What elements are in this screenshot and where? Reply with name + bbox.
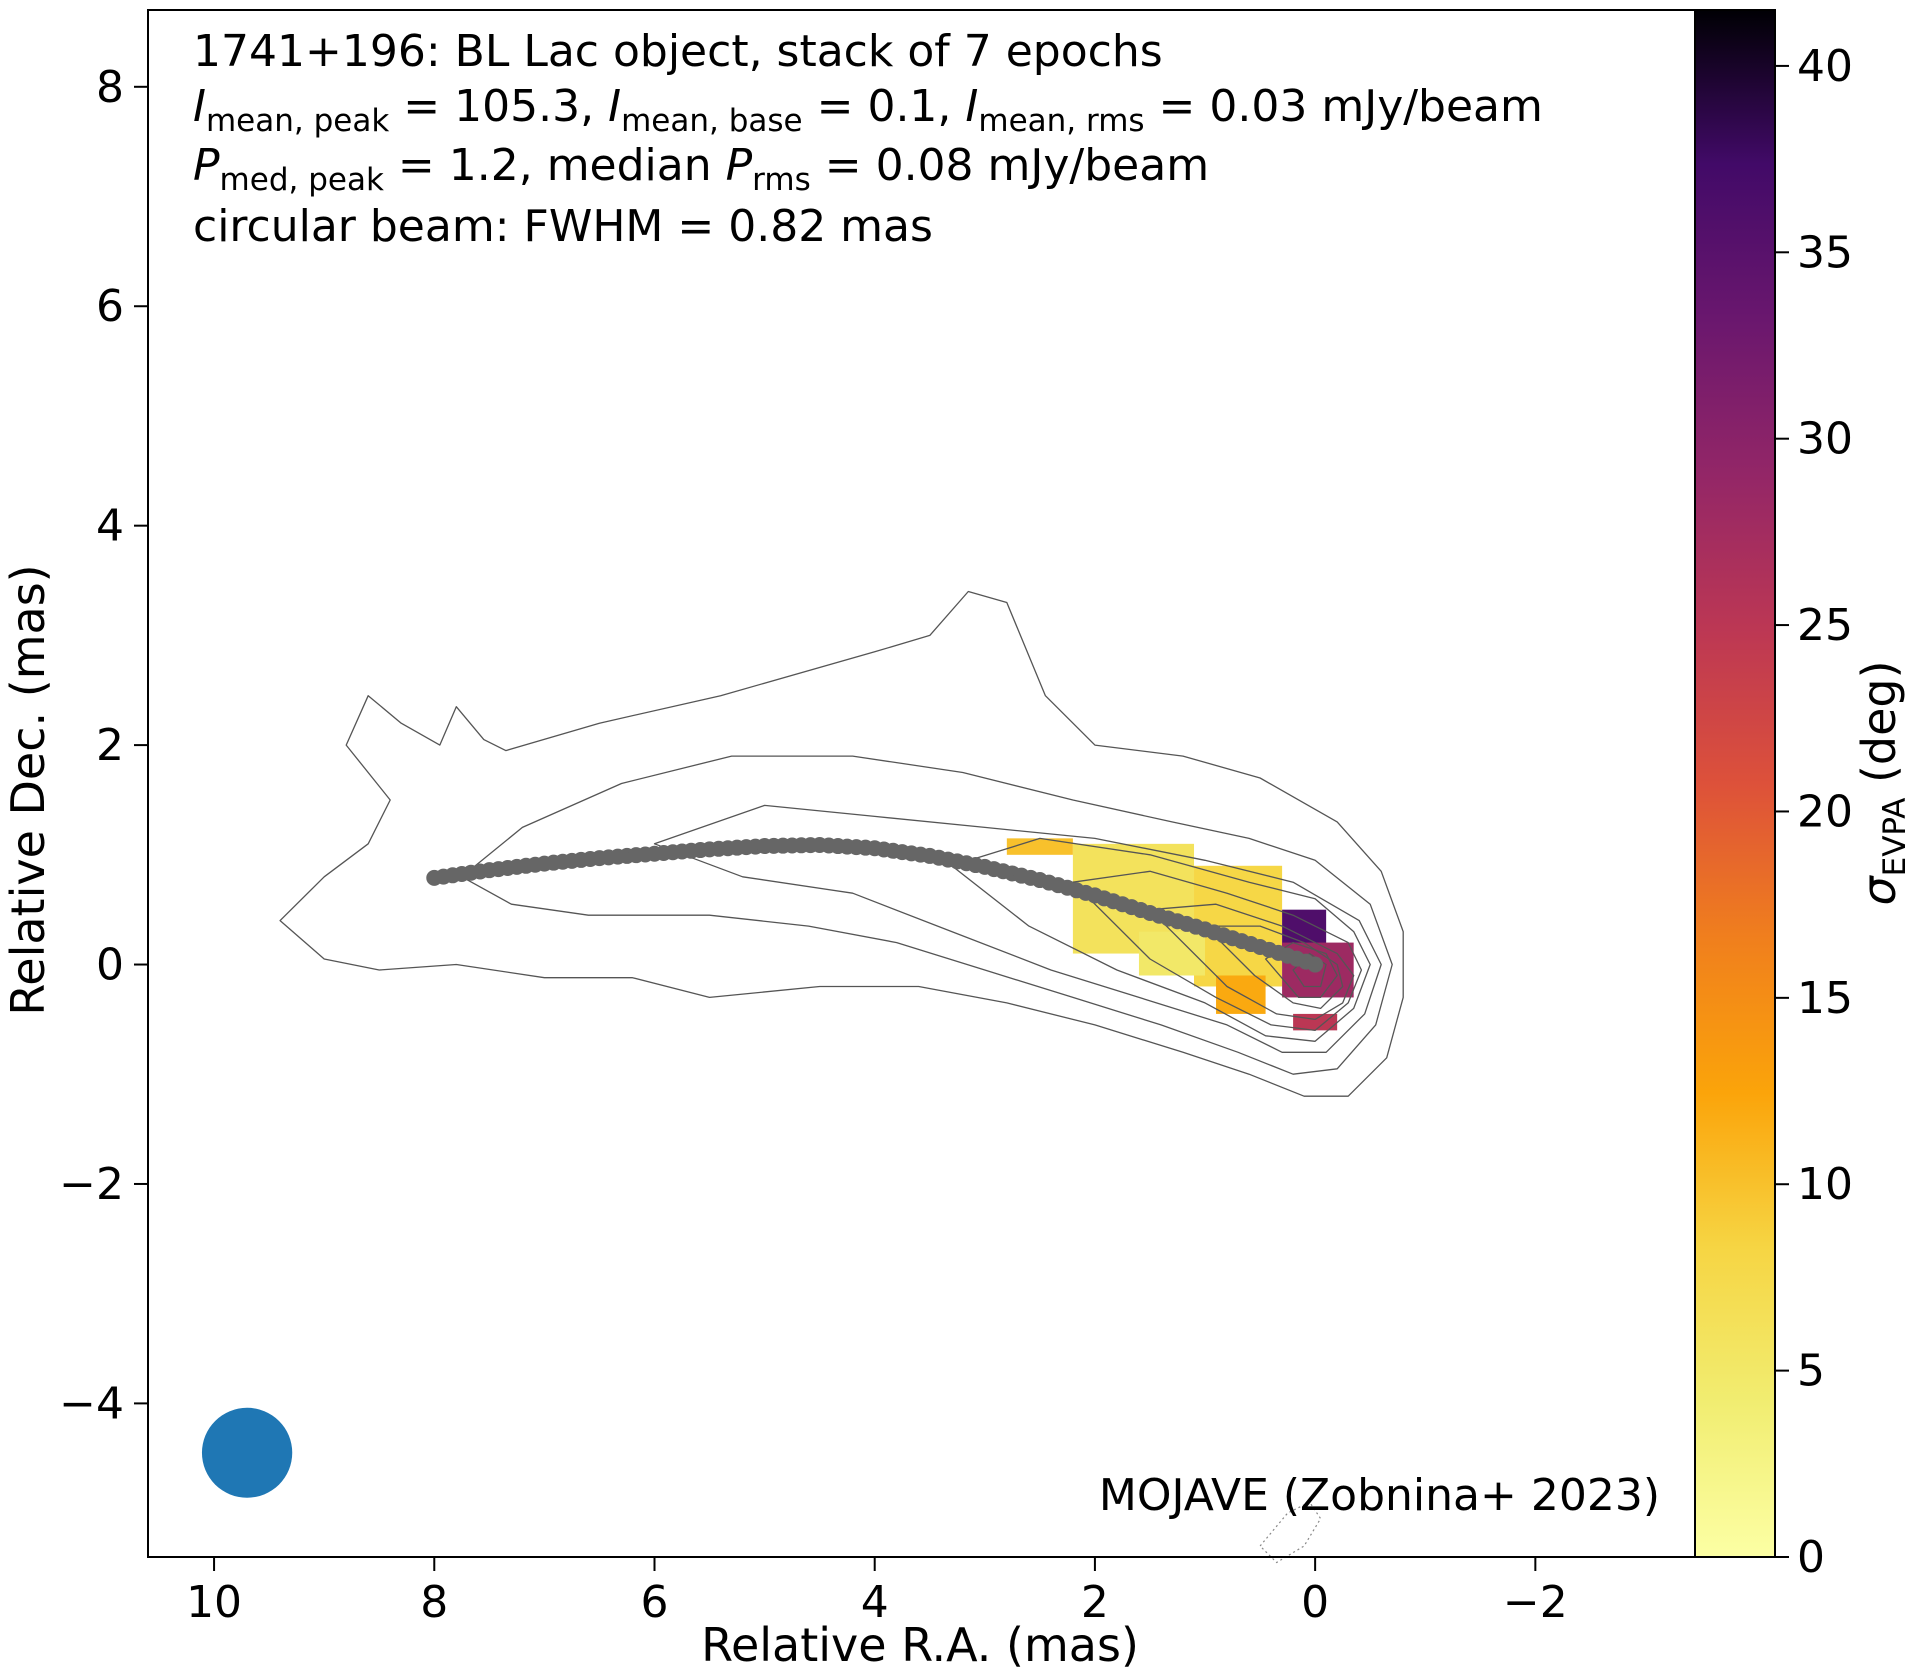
colorbar-tick-label: 10 (1797, 1159, 1853, 1210)
y-tick-label: 4 (96, 501, 124, 552)
intensity-contour (1149, 903, 1355, 1021)
colorbar-label: σEVPA (deg) (1852, 660, 1905, 905)
y-tick-label: −4 (59, 1378, 124, 1429)
colorbar-axis: 0 5 10 15 20 25 30 35 40 (1775, 41, 1853, 1583)
colorbar-tick-label: 25 (1797, 600, 1853, 651)
y-tick-label: −2 (59, 1159, 124, 1210)
x-tick-label: 2 (1081, 1577, 1109, 1628)
intensity-contour (1072, 870, 1363, 1032)
y-axis-label: Relative Dec. (mas) (1, 564, 55, 1015)
info-line-4: circular beam: FWHM = 0.82 mas (193, 201, 933, 252)
info-text-block: 1741+196: BL Lac object, stack of 7 epoc… (193, 26, 1543, 252)
colorbar-tick-label: 35 (1797, 227, 1853, 278)
y-tick-label: 6 (96, 281, 124, 332)
colorbar-tick-label: 40 (1797, 41, 1853, 92)
colorbar-tick-label: 0 (1797, 1532, 1825, 1583)
x-tick-label: 4 (861, 1577, 889, 1628)
y-axis: −4 −2 0 2 4 6 8 (59, 62, 148, 1429)
x-tick-label: 6 (640, 1577, 668, 1628)
intensity-contour (279, 590, 1404, 1097)
sigma-pixel-region (1006, 838, 1073, 855)
intensity-contour (461, 755, 1393, 1075)
colorbar-tick-label: 15 (1797, 973, 1853, 1024)
colorbar (1694, 9, 1776, 1558)
info-line-2: Imean, peak = 105.3, Imean, base = 0.1, … (193, 81, 1543, 139)
colorbar-tick-label: 5 (1797, 1346, 1825, 1397)
ridgeline-point (1307, 956, 1324, 973)
colorbar-tick-label: 30 (1797, 414, 1853, 465)
info-line-3: Pmed, peak = 1.2, median Prms = 0.08 mJy… (193, 140, 1209, 198)
colorbar-tick-label: 20 (1797, 786, 1853, 837)
y-tick-label: 8 (96, 62, 124, 113)
negative-contour (1259, 1501, 1322, 1564)
sigma-pixel-region (1282, 909, 1327, 949)
x-tick-label: 10 (186, 1577, 242, 1628)
intensity-contour (951, 837, 1371, 1042)
info-line-1: 1741+196: BL Lac object, stack of 7 epoc… (193, 26, 1163, 77)
sigma-pixel-region (1138, 931, 1206, 976)
intensity-contour (1204, 925, 1344, 1010)
x-tick-label: 8 (420, 1577, 448, 1628)
intensity-contour (653, 804, 1382, 1053)
plot-area (201, 590, 1404, 1564)
x-tick-label: −2 (1503, 1577, 1568, 1628)
y-tick-label: 0 (96, 940, 124, 991)
beam-ellipse (201, 1407, 293, 1498)
intensity-contour (1264, 941, 1338, 999)
x-axis-label: Relative R.A. (mas) (701, 1618, 1139, 1672)
x-tick-label: 0 (1301, 1577, 1329, 1628)
x-axis: 10 8 6 4 2 0 −2 (186, 1557, 1568, 1628)
y-tick-label: 2 (96, 720, 124, 771)
credit-text: MOJAVE (Zobnina+ 2023) (1099, 1470, 1660, 1521)
